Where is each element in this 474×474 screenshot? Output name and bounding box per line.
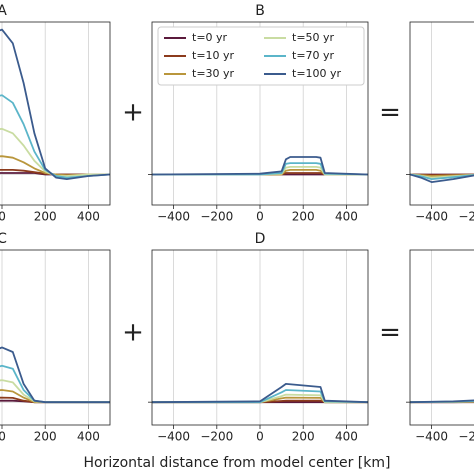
legend-label: t=70 yr xyxy=(292,49,335,62)
series-line xyxy=(410,173,474,184)
series-line xyxy=(0,346,110,404)
series-line xyxy=(0,94,110,179)
operator: = xyxy=(379,98,401,128)
x-tick-label: −400 xyxy=(415,210,448,224)
x-tick-label: 0 xyxy=(256,210,264,224)
plot-area xyxy=(0,346,110,404)
x-tick-label: 200 xyxy=(34,210,57,224)
chart-title: D xyxy=(255,231,266,247)
x-tick-label: 400 xyxy=(335,430,358,444)
series-line xyxy=(0,28,110,181)
chart-title: B xyxy=(255,3,265,19)
legend: t=0 yr t=10 yr t=30 yr t=50 yr t=70 yr t=100 … xyxy=(157,26,365,86)
x-tick-label: 400 xyxy=(335,210,358,224)
x-tick-label: 200 xyxy=(34,430,57,444)
x-tick-label: −400 xyxy=(157,430,190,444)
axes-frame xyxy=(0,21,111,206)
operator: = xyxy=(379,318,401,348)
x-tick-label: −400 xyxy=(157,210,190,224)
legend-label: t=100 yr xyxy=(292,67,342,80)
x-tick-label: −200 xyxy=(458,430,474,444)
series-line xyxy=(0,127,110,177)
series-line xyxy=(0,364,110,404)
x-tick-label: −200 xyxy=(458,210,474,224)
chart-title: A xyxy=(0,3,7,19)
operator: + xyxy=(122,318,144,348)
x-tick-label: −400 xyxy=(415,430,448,444)
plot-area xyxy=(152,382,368,404)
axes-frame xyxy=(409,21,474,206)
x-tick-label: −200 xyxy=(200,430,233,444)
x-tick-label: 200 xyxy=(292,210,315,224)
x-tick-label: 400 xyxy=(77,210,100,224)
legend-label: t=50 yr xyxy=(292,31,335,44)
legend-label: t=0 yr xyxy=(192,31,228,44)
chart-title: C xyxy=(0,231,7,247)
axes-frame xyxy=(151,21,369,206)
series-line xyxy=(152,156,368,176)
series-line xyxy=(152,382,368,404)
legend-box xyxy=(157,26,365,86)
axes-frame xyxy=(0,249,111,426)
series-line xyxy=(410,399,474,404)
x-tick-label: 0 xyxy=(0,430,6,444)
plot-area xyxy=(410,399,474,404)
plot-area xyxy=(0,28,110,181)
legend-label: t=30 yr xyxy=(192,67,235,80)
axes-frame xyxy=(409,249,474,426)
x-tick-label: 0 xyxy=(0,210,6,224)
plot-area xyxy=(152,156,368,176)
plot-area xyxy=(410,173,474,184)
series-line xyxy=(410,173,474,181)
operator: + xyxy=(122,98,144,128)
x-tick-label: 0 xyxy=(256,430,264,444)
legend-label: t=10 yr xyxy=(192,49,235,62)
x-tick-label: 200 xyxy=(292,430,315,444)
x-tick-label: −200 xyxy=(200,210,233,224)
axes-frame xyxy=(151,249,369,426)
x-tick-label: 400 xyxy=(77,430,100,444)
x-axis-label: Horizontal distance from model center [k… xyxy=(84,455,391,471)
